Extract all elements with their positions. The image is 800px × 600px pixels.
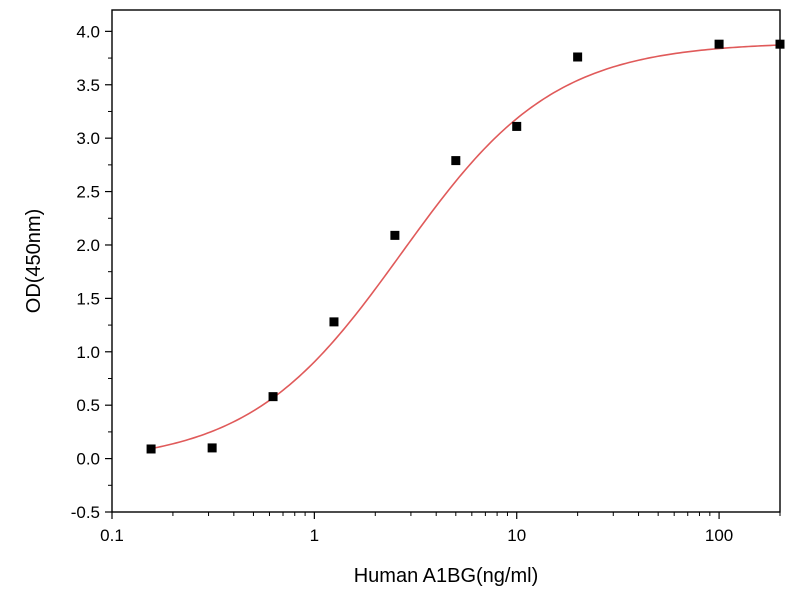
data-point <box>775 39 785 49</box>
y-tick-label: 3.0 <box>76 129 100 148</box>
y-tick-label: 0.5 <box>76 396 100 415</box>
data-point <box>390 230 400 240</box>
y-tick-label: -0.5 <box>71 503 100 522</box>
y-tick-label: 1.5 <box>76 289 100 308</box>
data-point <box>714 39 724 49</box>
x-tick-label: 1 <box>310 526 319 545</box>
x-tick-label: 100 <box>705 526 733 545</box>
x-tick-label: 10 <box>507 526 526 545</box>
fit-curve-line <box>150 44 781 450</box>
x-tick-label: 0.1 <box>100 526 124 545</box>
data-point <box>573 52 583 62</box>
y-tick-label: 0.0 <box>76 450 100 469</box>
fit-curve-layer <box>150 44 781 450</box>
y-tick-label: 2.0 <box>76 236 100 255</box>
plot-frame <box>111 9 781 513</box>
y-tick-label: 4.0 <box>76 22 100 41</box>
data-points-layer <box>146 39 785 454</box>
x-axis-title: Human A1BG(ng/ml) <box>354 565 539 587</box>
y-axis-title: OD(450nm) <box>23 209 45 313</box>
data-point <box>268 392 278 402</box>
data-point <box>329 317 339 327</box>
data-point <box>451 156 461 166</box>
y-tick-label: 1.0 <box>76 343 100 362</box>
axes: -0.5 0.0 0.5 1.0 1.5 2.0 2.5 3.0 3.5 4.0 0.1 1 10 100 <box>71 9 781 545</box>
y-tick-label: 2.5 <box>76 183 100 202</box>
data-point <box>146 444 156 454</box>
y-tick-label: 3.5 <box>76 76 100 95</box>
data-point <box>207 443 217 453</box>
data-point <box>512 121 522 131</box>
